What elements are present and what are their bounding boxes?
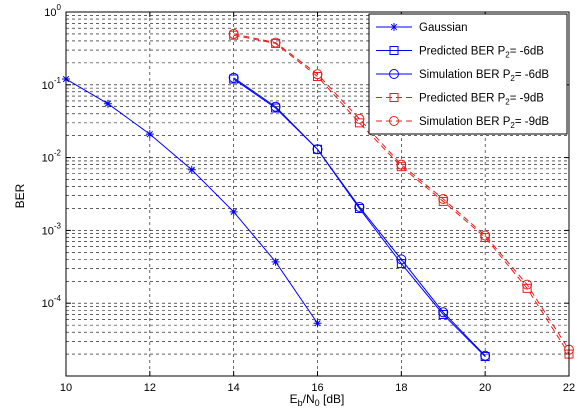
data-point-circle [389,116,399,126]
data-point-circle [396,159,407,170]
data-point-circle [228,72,239,83]
plot-series [62,28,574,362]
data-point-circle [354,201,365,212]
legend-label: Simulation BER P2= -9dB [419,116,549,130]
series-gaussian [62,75,322,328]
data-point-circle [389,69,399,79]
data-point-circle [438,307,449,318]
data-point-circle [438,193,449,204]
data-point-star [187,165,196,174]
legend-label: Gaussian [419,22,468,34]
y-tick-label: 10-2 [42,149,62,165]
x-tick-label: 10 [60,382,72,394]
data-point-circle [354,113,365,124]
y-tick-label: 10-4 [42,294,62,310]
data-point-circle [480,350,491,361]
data-point-circle [270,101,281,112]
series-line [233,33,570,350]
x-axis-label: Eb/N0 [dB] [290,392,345,408]
x-tick-label: 18 [395,382,407,394]
y-tick-label: 100 [44,3,61,19]
x-tick-label: 22 [563,382,575,394]
data-point-square [389,93,399,102]
data-point-circle [228,28,239,39]
x-tick-label: 16 [311,382,323,394]
series-line [233,78,486,357]
data-point-star [271,257,280,266]
data-point-circle [312,144,323,155]
y-tick-label: 10-3 [42,221,62,237]
data-point-circle [270,37,281,48]
data-point-star [229,207,238,216]
x-tick-label: 20 [479,382,491,394]
data-point-star [390,23,398,31]
series-line [65,78,318,324]
legend-label: Predicted BER P2= -9dB [419,93,544,107]
y-tick-label: 10-1 [42,76,62,92]
series-line [233,77,486,357]
axis-ticks: 10 12 14 16 18 20 22 100 10-1 10-2 10-3 10-4 [42,3,576,394]
data-point-star [145,130,154,139]
legend-label: Predicted BER P2= -6dB [419,46,544,60]
data-point-circle [396,254,407,265]
legend-label: Simulation BER P2= -6dB [419,69,549,83]
series-line [233,34,570,355]
data-point-circle [522,279,533,290]
x-tick-label: 12 [144,382,156,394]
y-axis-label: BER [13,183,27,208]
data-point-circle [480,230,491,241]
data-point-star [313,319,322,328]
data-point-star [103,99,112,108]
data-point-square [389,46,399,55]
x-tick-label: 14 [228,382,240,394]
legend: Gaussian Predicted BER P2= -6dB Simulation… [368,13,568,135]
series-simulation-ber-p2-6db [228,72,491,361]
data-point-circle [312,69,323,80]
